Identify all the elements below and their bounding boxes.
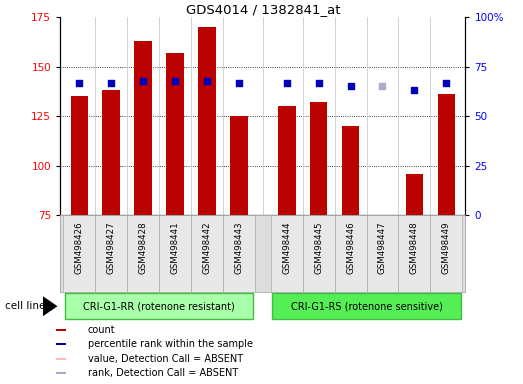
Point [282,79,291,86]
Text: GSM498447: GSM498447 [378,221,387,274]
Bar [191,215,223,292]
Point [346,83,355,89]
Bar [134,41,152,215]
Text: GSM498446: GSM498446 [346,221,355,274]
Point [314,79,323,86]
Bar [430,215,462,292]
Bar [159,215,191,292]
Point [203,78,211,84]
Text: CRI-G1-RS (rotenone sensitive): CRI-G1-RS (rotenone sensitive) [291,301,442,311]
Bar [198,27,215,215]
Bar [56,372,66,374]
Bar [342,126,359,215]
Text: GSM498428: GSM498428 [139,221,147,274]
Text: value, Detection Call = ABSENT: value, Detection Call = ABSENT [87,354,243,364]
Bar [56,358,66,360]
Point [410,88,418,94]
Text: GSM498427: GSM498427 [107,221,116,274]
Bar [438,94,455,215]
Text: GSM498444: GSM498444 [282,221,291,274]
Title: GDS4014 / 1382841_at: GDS4014 / 1382841_at [186,3,340,16]
Text: GSM498445: GSM498445 [314,221,323,274]
Bar [367,215,399,292]
Bar [103,91,120,215]
Point [442,79,450,86]
Point [107,79,116,86]
Bar [399,215,430,292]
Bar [310,102,327,215]
Bar [271,215,303,292]
Bar [63,215,95,292]
Point [75,79,84,86]
Polygon shape [43,296,58,316]
Bar [406,174,423,215]
Bar [71,96,88,215]
Text: percentile rank within the sample: percentile rank within the sample [87,339,253,349]
Bar [230,116,248,215]
Bar [127,215,159,292]
Bar [278,106,295,215]
Text: GSM498449: GSM498449 [442,221,451,274]
FancyBboxPatch shape [272,293,461,319]
Point [378,83,386,89]
Point [171,78,179,84]
Bar [303,215,335,292]
Text: GSM498441: GSM498441 [170,221,179,274]
FancyBboxPatch shape [65,293,253,319]
Bar [95,215,127,292]
Bar [166,53,184,215]
Bar [56,329,66,331]
Bar [56,343,66,346]
Point [139,78,147,84]
Text: GSM498426: GSM498426 [75,221,84,274]
Text: GSM498443: GSM498443 [234,221,243,274]
Bar [223,215,255,292]
Bar [335,215,367,292]
Text: GSM498448: GSM498448 [410,221,419,274]
Text: GSM498442: GSM498442 [202,221,211,274]
Text: count: count [87,325,115,335]
Point [235,79,243,86]
Text: rank, Detection Call = ABSENT: rank, Detection Call = ABSENT [87,368,238,378]
Text: cell line: cell line [5,301,46,311]
Text: CRI-G1-RR (rotenone resistant): CRI-G1-RR (rotenone resistant) [83,301,235,311]
